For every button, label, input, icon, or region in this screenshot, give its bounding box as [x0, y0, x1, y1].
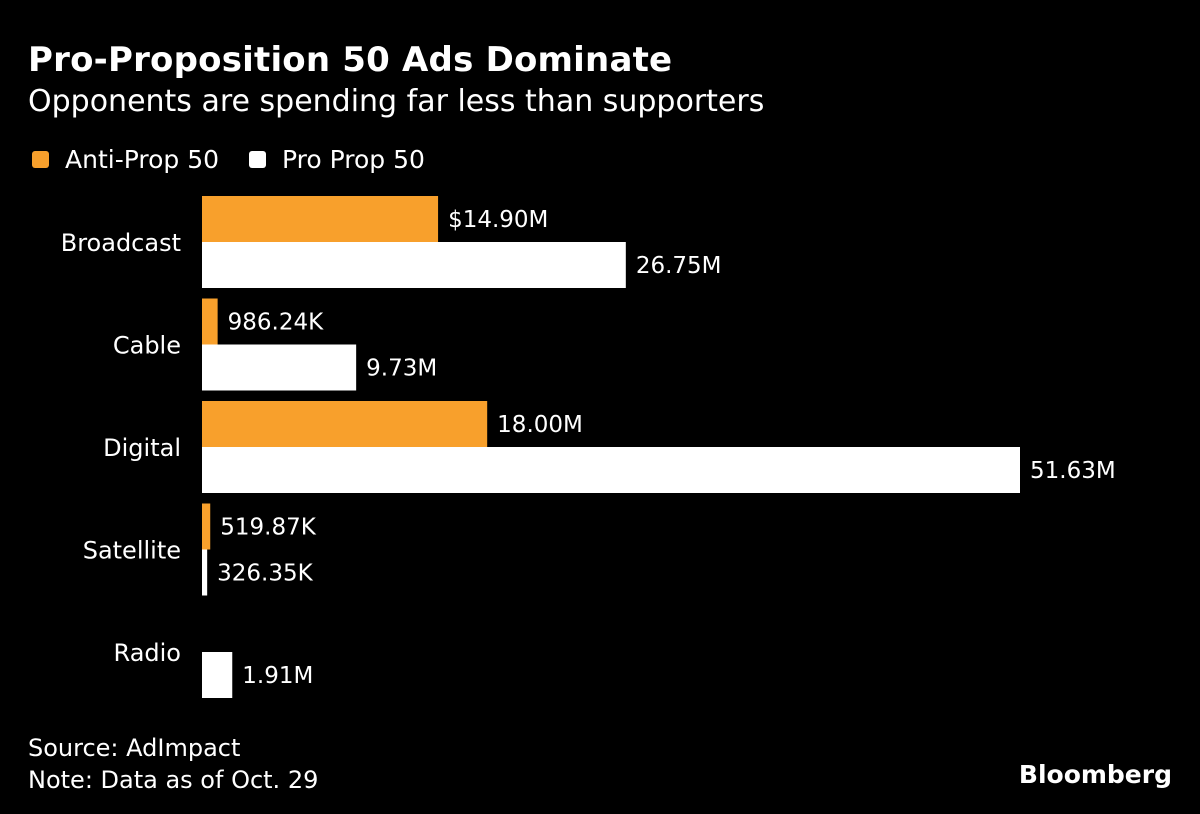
category-label: Broadcast — [61, 229, 181, 257]
bar-pro-cable — [202, 344, 357, 391]
legend: Anti-Prop 50 Pro Prop 50 — [32, 145, 455, 174]
category-label: Cable — [113, 332, 181, 360]
chart-title: Pro-Proposition 50 Ads Dominate — [28, 40, 673, 80]
data-label: 26.75M — [636, 253, 722, 279]
category-label: Radio — [114, 639, 181, 667]
legend-label-pro: Pro Prop 50 — [282, 145, 425, 174]
bloomberg-logo: Bloomberg — [1018, 760, 1172, 789]
note-text: Note: Data as of Oct. 29 — [28, 766, 319, 794]
data-label: 519.87K — [220, 515, 316, 541]
bar-pro-satellite — [202, 549, 208, 596]
data-label: 1.91M — [242, 663, 313, 689]
source-text: Source: AdImpact — [28, 734, 241, 762]
footer-notes: Source: AdImpact Note: Data as of Oct. 2… — [28, 732, 318, 796]
legend-swatch-anti — [32, 151, 49, 168]
category-label: Satellite — [83, 537, 181, 565]
data-label: $14.90M — [448, 207, 548, 233]
bar-anti-digital — [202, 401, 488, 447]
legend-item-pro: Pro Prop 50 — [249, 145, 425, 174]
legend-swatch-pro — [249, 151, 267, 168]
data-label: 986.24K — [228, 310, 324, 336]
chart-subtitle: Opponents are spending far less than sup… — [28, 84, 765, 119]
bar-pro-radio — [202, 652, 233, 698]
data-label: 51.63M — [1030, 458, 1116, 484]
data-label: 326.35K — [217, 561, 313, 587]
bar-anti-satellite — [202, 503, 211, 550]
bar-pro-broadcast — [202, 242, 626, 288]
bar-anti-cable — [202, 298, 218, 345]
legend-item-anti: Anti-Prop 50 — [32, 145, 219, 174]
bar-pro-digital — [202, 447, 1020, 493]
data-label: 9.73M — [366, 356, 437, 382]
data-label: 18.00M — [497, 412, 583, 438]
category-label: Digital — [103, 434, 181, 462]
bar-anti-broadcast — [202, 196, 439, 242]
legend-label-anti: Anti-Prop 50 — [65, 145, 220, 174]
